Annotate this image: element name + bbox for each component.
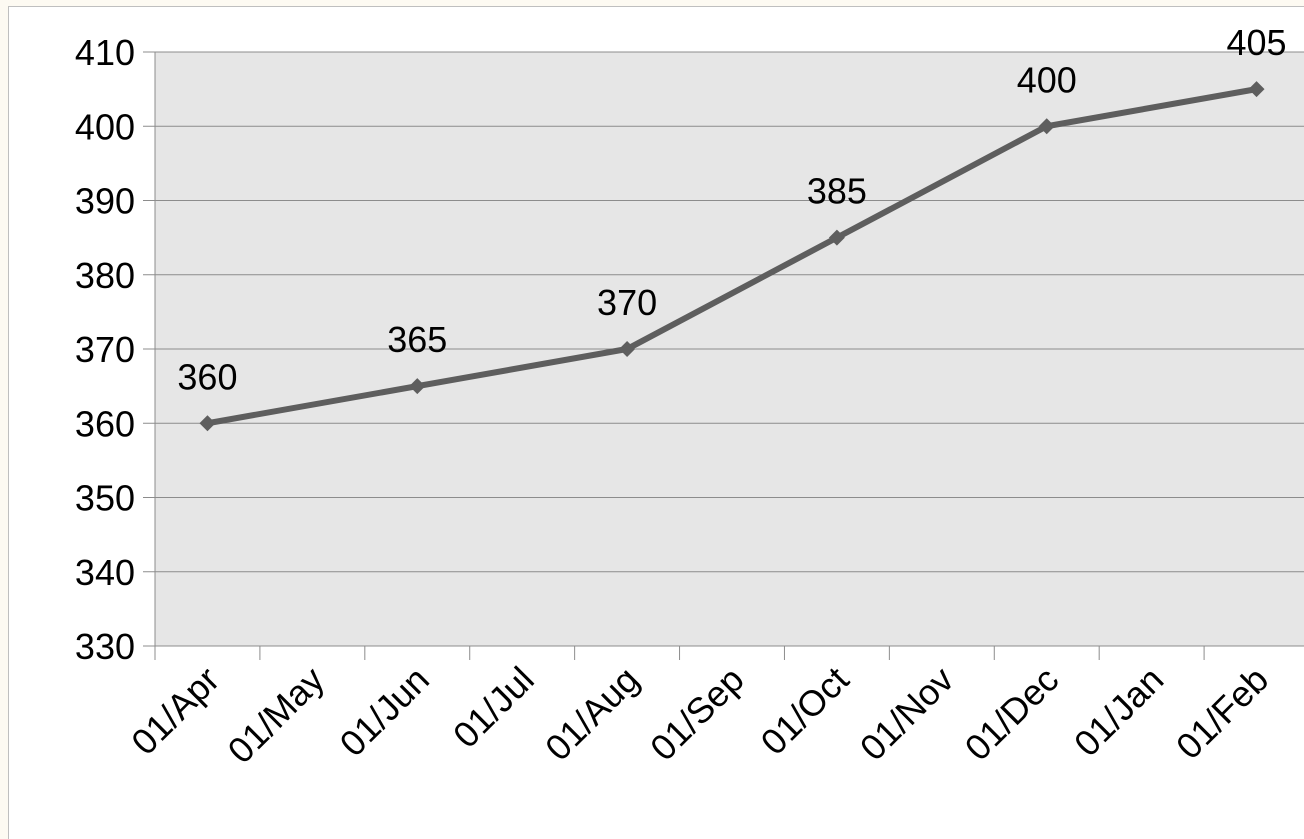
y-tick-label: 340 xyxy=(75,552,135,593)
y-tick-label: 360 xyxy=(75,403,135,444)
data-point-01-Oct xyxy=(828,229,845,246)
data-point-01-Dec xyxy=(1038,118,1055,135)
y-tick-label: 350 xyxy=(75,478,135,519)
data-point-01-Jun xyxy=(409,378,426,395)
series-line xyxy=(206,86,1258,427)
gridlines xyxy=(155,51,1304,573)
y-tick-label: 380 xyxy=(75,255,135,296)
y-tick-label: 390 xyxy=(75,181,135,222)
data-label: 385 xyxy=(807,171,867,212)
x-tick-label: 01/Feb xyxy=(1168,659,1276,767)
y-tick-label: 400 xyxy=(75,106,135,147)
data-labels: 360 365 370 385 400 405 xyxy=(177,22,1286,397)
data-point-01-Feb xyxy=(1248,81,1265,98)
data-label: 365 xyxy=(387,319,447,360)
data-point-01-Apr xyxy=(199,415,216,432)
y-axis: 330 340 350 360 370 380 390 400 410 xyxy=(75,32,156,667)
data-label: 405 xyxy=(1227,22,1287,63)
data-label: 360 xyxy=(177,356,237,397)
y-tick-label: 370 xyxy=(75,329,135,370)
series xyxy=(199,81,1265,432)
x-tick-label: 01/Oct xyxy=(753,659,857,763)
data-label: 370 xyxy=(597,282,657,323)
data-point-01-Aug xyxy=(619,341,636,357)
x-tick-label: 01/Aug xyxy=(537,659,647,769)
x-tick-label: 01/Nov xyxy=(852,659,962,769)
x-tick-label: 01/Dec xyxy=(957,659,1067,769)
data-label: 400 xyxy=(1017,59,1077,100)
x-tick-label: 01/May xyxy=(220,659,332,771)
x-tick-label: 01/Sep xyxy=(642,659,752,769)
x-tick-label: 01/Jan xyxy=(1066,659,1171,764)
y-tick-label: 410 xyxy=(75,32,135,73)
x-tick-label: 01/Jun xyxy=(332,659,437,764)
y-tick-label: 330 xyxy=(75,626,135,667)
x-tick-label: 01/Apr xyxy=(123,659,227,763)
x-tick-label: 01/Jul xyxy=(445,659,542,756)
